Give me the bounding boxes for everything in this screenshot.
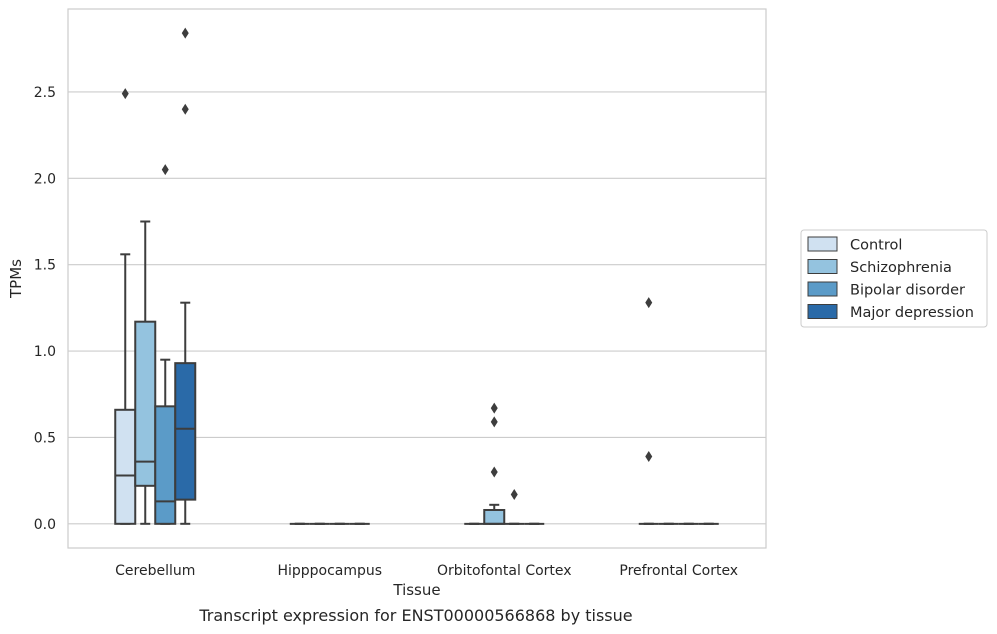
- outlier-point: [645, 450, 653, 462]
- y-tick-label: 0.0: [34, 517, 56, 533]
- box-body: [483, 508, 506, 525]
- y-tick-label: 1.0: [34, 344, 56, 360]
- box-body: [134, 320, 157, 487]
- legend-swatch: [807, 281, 838, 297]
- box-body: [114, 408, 137, 525]
- box-bipolar-disorder: [504, 488, 525, 525]
- box-groups: [114, 27, 719, 525]
- legend-swatch: [807, 304, 838, 319]
- legend-label: Control: [850, 238, 902, 254]
- legend-label: Major depression: [850, 305, 974, 321]
- x-axis-ticks: Cerebellum Hipppocampus Orbitofontal Corte…: [115, 563, 738, 579]
- box-major-depression: [174, 27, 197, 525]
- legend-swatch: [807, 236, 838, 252]
- box-schizophrenia: [483, 402, 506, 525]
- box-body: [154, 405, 177, 525]
- legend: Control Schizophrenia Bipolar disorder Majo…: [800, 229, 988, 328]
- box-body: [174, 362, 197, 501]
- outlier-point: [181, 103, 189, 115]
- chart-caption: Transcript expression for ENST0000056686…: [199, 606, 633, 625]
- outlier-point: [645, 297, 653, 309]
- x-axis-label: Tissue: [392, 581, 440, 599]
- y-tick-label: 1.5: [34, 258, 56, 274]
- y-tick-label: 2.0: [34, 171, 56, 187]
- box-control: [114, 88, 137, 525]
- x-tick-label: Prefrontal Cortex: [619, 563, 738, 579]
- y-tick-label: 0.5: [34, 430, 56, 446]
- legend-label: Schizophrenia: [850, 260, 952, 276]
- x-tick-label: Orbitofontal Cortex: [437, 563, 572, 579]
- outlier-point: [181, 27, 189, 39]
- box-schizophrenia: [134, 220, 157, 525]
- legend-swatch: [807, 259, 838, 274]
- y-axis-ticks: 0.0 0.5 1.0 1.5 2.0 2.5: [34, 85, 56, 533]
- x-tick-label: Cerebellum: [115, 563, 195, 579]
- outlier-point: [490, 466, 498, 478]
- box-control: [638, 297, 659, 525]
- plot-frame: [67, 8, 767, 549]
- box-bipolar-disorder: [154, 164, 177, 525]
- outlier-point: [510, 488, 518, 500]
- outlier-point: [490, 402, 498, 414]
- y-axis-label: TPMs: [7, 259, 25, 299]
- outlier-point: [490, 416, 498, 428]
- legend-label: Bipolar disorder: [850, 283, 965, 299]
- outlier-point: [161, 164, 169, 176]
- outlier-point: [121, 88, 129, 100]
- legend-frame: [800, 229, 988, 328]
- y-tick-label: 2.5: [34, 85, 56, 101]
- x-tick-label: Hipppocampus: [277, 563, 382, 579]
